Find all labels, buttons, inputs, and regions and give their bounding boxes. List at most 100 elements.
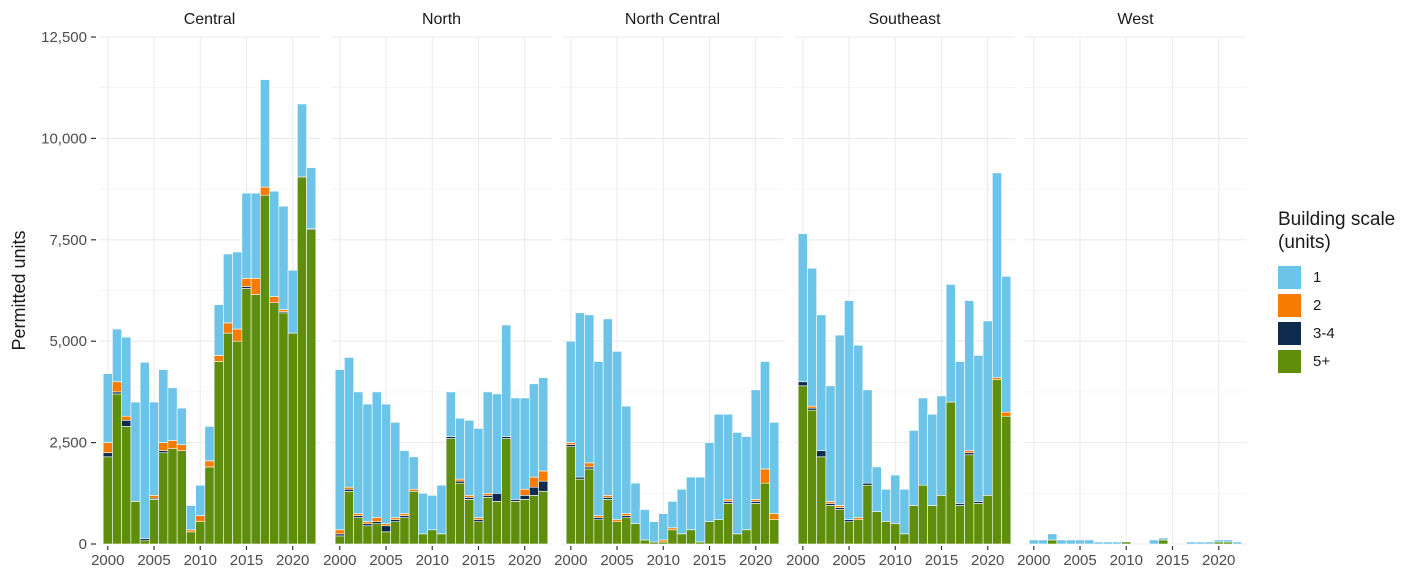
- bar-north-2005-5-plus: [381, 531, 391, 545]
- bar-north-central-2000-1: [565, 340, 576, 443]
- bar-southeast-2016-1: [945, 284, 956, 403]
- bar-central-2014-5-plus: [232, 340, 243, 545]
- x-tick-label: 2020: [739, 552, 772, 569]
- bar-north-central-2021-1: [760, 361, 770, 470]
- bar-north-central-2005-2: [612, 519, 622, 522]
- legend-title: Building scale (units): [1278, 208, 1426, 254]
- bar-central-2007-1: [167, 387, 178, 441]
- bar-north-2014-2: [464, 495, 475, 498]
- bar-central-2008-1: [176, 407, 187, 445]
- bar-north-central-2013-5-plus: [686, 529, 696, 545]
- bar-north-2000-2: [334, 529, 345, 535]
- bar-central-2007-2: [167, 440, 178, 449]
- bar-west-2008-1: [1102, 541, 1113, 545]
- bar-central-2002-2: [121, 415, 132, 421]
- bar-west-2020-1: [1213, 539, 1224, 543]
- bar-north-central-2003-3-4: [593, 517, 604, 520]
- legend-title-line-1: Building scale: [1278, 209, 1396, 230]
- bar-southeast-2015-1: [936, 395, 947, 496]
- legend-item-3-4: 3-4: [1278, 319, 1426, 347]
- bar-west-2004-1: [1065, 539, 1076, 545]
- bar-north-2021-3-4: [529, 486, 539, 496]
- bar-central-2014-2: [232, 328, 243, 342]
- legend-item-2: 2: [1278, 291, 1426, 319]
- bar-north-2019-3-4: [510, 499, 521, 502]
- x-tick-label: 2015: [1156, 552, 1189, 569]
- bar-north-2016-3-4: [482, 495, 493, 498]
- bar-west-2021-1: [1223, 539, 1233, 543]
- x-tick-label: 2020: [508, 552, 541, 569]
- bar-southeast-2000-1: [797, 233, 808, 383]
- bar-north-2003-5-plus: [362, 525, 373, 545]
- bar-north-2008-1: [408, 456, 419, 490]
- bar-north-2015-5-plus: [473, 521, 484, 545]
- bar-north-central-2009-1: [649, 521, 659, 543]
- bar-north-central-2002-3-4: [584, 466, 595, 470]
- bar-north-central-2002-2: [584, 462, 595, 468]
- bar-central-2001-2: [112, 381, 122, 393]
- x-tick-label: 2000: [1017, 552, 1050, 569]
- bar-southeast-2005-3-4: [844, 519, 854, 522]
- x-tick-label: 2000: [323, 552, 356, 569]
- bar-central-2019-5-plus: [278, 312, 289, 545]
- bar-southeast-2007-5-plus: [862, 484, 873, 545]
- bar-north-2013-3-4: [455, 480, 465, 484]
- bar-west-2007-1: [1093, 541, 1104, 545]
- bar-southeast-2004-3-4: [834, 507, 845, 510]
- bar-north-central-2020-3-4: [750, 501, 761, 504]
- bar-southeast-2013-5-plus: [918, 484, 928, 545]
- bar-north-2016-2: [482, 492, 493, 496]
- x-tick-label: 2010: [879, 552, 912, 569]
- bar-north-central-2020-5-plus: [750, 503, 761, 545]
- bar-southeast-2021-2: [992, 377, 1002, 381]
- bar-north-2006-3-4: [390, 519, 401, 522]
- bar-north-central-2018-5-plus: [732, 533, 743, 545]
- bar-north-2009-5-plus: [418, 533, 428, 545]
- x-tick-label: 2010: [1110, 552, 1143, 569]
- bar-north-central-2005-1: [612, 351, 622, 520]
- bar-north-central-2016-5-plus: [713, 519, 724, 545]
- bar-north-2000-5-plus: [334, 535, 345, 545]
- x-tick-label: 2010: [184, 552, 217, 569]
- bar-west-2019-1: [1204, 541, 1215, 545]
- x-tick-label: 2005: [369, 552, 402, 569]
- bar-north-2001-1: [344, 357, 354, 488]
- bar-southeast-2005-5-plus: [844, 521, 854, 545]
- bar-north-2001-2: [344, 486, 354, 490]
- bar-central-2001-5-plus: [112, 393, 122, 545]
- bar-north-central-2004-3-4: [602, 497, 613, 500]
- bar-north-2003-2: [362, 521, 373, 525]
- bar-southeast-2001-2: [807, 405, 817, 409]
- bar-north-2001-5-plus: [344, 490, 354, 545]
- bar-west-2020-5-plus: [1213, 541, 1224, 545]
- bar-north-central-2001-1: [575, 312, 585, 478]
- bar-central-2003-5-plus: [130, 501, 141, 545]
- bar-north-2008-5-plus: [408, 490, 419, 545]
- legend: Building scale (units) 1 2 3-4 5+: [1278, 208, 1426, 375]
- bar-southeast-2018-3-4: [964, 452, 975, 456]
- x-tick-label: 2005: [832, 552, 865, 569]
- bar-north-central-2015-1: [704, 442, 715, 522]
- bar-north-2012-5-plus: [445, 438, 456, 545]
- bar-north-central-2013-1: [686, 476, 696, 531]
- bar-southeast-2006-2: [853, 517, 864, 520]
- bar-north-2012-3-4: [445, 436, 456, 439]
- bar-north-2002-3-4: [353, 515, 364, 518]
- bar-north-2018-1: [501, 324, 512, 437]
- bar-central-2000-2: [102, 442, 113, 454]
- bar-west-2009-1: [1112, 541, 1122, 545]
- bar-southeast-2021-5-plus: [992, 379, 1002, 545]
- bar-north-2000-3-4: [334, 533, 345, 537]
- x-tick-label: 2000: [786, 552, 819, 569]
- bar-west-2017-1: [1186, 541, 1196, 545]
- bar-central-2010-1: [195, 484, 206, 516]
- bar-central-2000-1: [102, 373, 113, 443]
- legend-swatch-3-4: [1278, 321, 1301, 345]
- bar-southeast-2012-5-plus: [908, 505, 919, 545]
- bar-west-2003-1: [1056, 539, 1067, 545]
- bar-southeast-2013-1: [918, 397, 928, 486]
- bar-central-2002-1: [121, 336, 132, 417]
- bar-north-2004-1: [371, 391, 382, 518]
- x-tick-label: 2015: [925, 552, 958, 569]
- bar-central-2010-5-plus: [195, 521, 206, 545]
